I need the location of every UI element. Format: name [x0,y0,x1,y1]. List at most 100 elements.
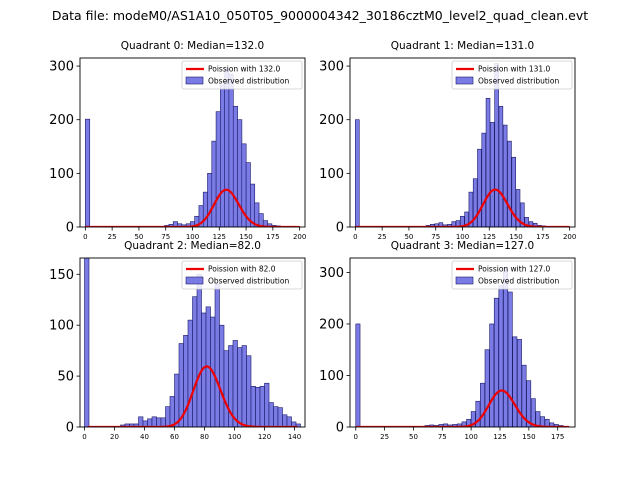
quadrant-2-xtick-label: 100 [228,433,241,441]
legend-bar-swatch [185,276,204,285]
quadrant-3-bar [498,285,504,427]
quadrant-3-bar [503,266,509,427]
quadrant-3-bar [489,323,495,427]
quadrant-2-bar [151,416,157,427]
legend-curve-label: Poission with 127.0 [478,265,551,274]
quadrant-1-xtick-label: 25 [378,233,387,241]
quadrant-1-bar [464,211,469,227]
quadrant-0-xtick-label: 50 [134,233,143,241]
quadrant-0-ytick-label: 0 [66,221,74,236]
quadrant-1-bars [355,63,546,227]
quadrant-2-xtick-label: 20 [110,433,119,441]
quadrant-3-xtick-label: 100 [464,433,477,441]
legend-box [451,60,573,90]
quadrant-3-xtick-label: 50 [409,433,418,441]
quadrant-2-bar [187,319,193,427]
quadrant-2-xtick-label: 120 [258,433,271,441]
quadrant-3-legend: Poission with 127.0 Observed distribution [451,260,573,290]
quadrant-3-bar [480,382,485,427]
quadrant-0-xtick-label: 150 [239,233,252,241]
quadrant-1-legend: Poission with 131.0 Observed distribution [451,60,573,90]
quadrant-2-ytick-label: 150 [49,268,74,283]
quadrant-1-bar [498,105,504,227]
quadrant-2-xtick-label: 0 [82,433,86,441]
quadrant-1-xtick-label: 175 [536,233,549,241]
quadrant-3-ytick-label: 0 [336,421,344,436]
quadrant-1-ytick-label: 300 [319,60,344,75]
quadrant-2-bar [196,273,202,427]
legend-box [181,260,303,290]
quadrant-0-xtick-label: 175 [266,233,279,241]
quadrant-3-ytick-label: 100 [319,369,344,384]
quadrant-2-title: Quadrant 2: Median=82.0 [124,240,261,252]
quadrant-2-bar [232,340,238,427]
quadrant-0-ytick-label: 300 [49,60,74,75]
quadrant-0-xtick-label: 125 [213,233,226,241]
quadrant-1-bar [515,189,521,227]
quadrant-1-bar [490,122,495,227]
quadrant-2-bar [169,396,175,427]
quadrant-1-bar [355,119,360,227]
quadrant-0-bar [215,111,221,227]
quadrant-0-bar [232,105,238,227]
quadrant-0-legend: Poission with 132.0 Observed distribution [181,60,303,90]
quadrant-3-bar [355,323,361,427]
quadrant-2-bar [160,417,166,427]
quadrant-1-bar [485,97,491,227]
quadrant-3-bar [507,291,513,427]
quadrant-2-bar [268,402,274,427]
quadrant-3-xtick-label: 0 [354,433,358,441]
quadrant-1-title: Quadrant 1: Median=131.0 [391,40,534,52]
legend-curve-label: Poission with 132.0 [208,65,281,74]
quadrant-3-bar [517,339,522,427]
quadrant-1-xtick-label: 50 [404,233,413,241]
quadrant-3-axes-frame [349,257,576,428]
quadrant-3-xtick-label: 175 [551,433,564,441]
quadrant-2-bars [84,258,301,427]
quadrant-1-bar [502,124,508,227]
quadrant-1-ytick-label: 200 [319,113,344,128]
figure-suptitle: Data file: modeM0/AS1A10_050T05_90000043… [52,8,588,23]
quadrant-2-xtick-label: 40 [140,433,149,441]
legend-curve-label: Poission with 131.0 [478,65,551,74]
quadrant-0-bar [228,73,234,227]
quadrant-1-panel: Quadrant 1: Median=131.0 0 25 50 75 100 125 150… [319,40,576,241]
quadrant-2-xtick-label: 140 [288,433,301,441]
quadrant-2-bar [286,416,292,427]
legend-box [181,60,303,90]
quadrant-1-xtick-label: 150 [509,233,522,241]
quadrant-3-bar [521,364,527,427]
quadrant-2-bar [174,373,180,427]
quadrant-2-bar [138,416,144,427]
quadrant-1-bar [481,132,486,227]
quadrant-2-bar [250,385,256,427]
quadrant-3-title: Quadrant 3: Median=127.0 [391,240,534,252]
quadrant-1-bar [511,156,516,227]
quadrant-2-xtick-label: 80 [200,433,209,441]
quadrant-3-bar [470,411,476,427]
legend-box [451,260,573,290]
legend-curve-label: Poission with 82.0 [208,265,276,274]
quadrant-1-xtick-label: 125 [483,233,496,241]
quadrant-0-xtick-label: 0 [83,233,87,241]
legend-bar-swatch [455,76,474,85]
legend-bar-label: Observed distribution [478,277,559,286]
quadrant-2-bar [214,284,220,427]
quadrant-0-bars [85,68,281,227]
quadrant-2-bar [273,406,279,427]
quadrant-2-xtick-label: 60 [170,433,179,441]
quadrant-1-xtick-label: 75 [431,233,440,241]
legend-bar-label: Observed distribution [478,77,559,86]
quadrant-1-ytick-label: 100 [319,167,344,182]
quadrant-2-bar [241,345,247,427]
quadrant-2-bar [219,324,225,427]
quadrant-1-xtick-label: 200 [563,233,576,241]
quadrant-3-bar [484,349,490,427]
quadrant-2-axes-frame [79,257,306,428]
quadrant-1-xtick-label: 100 [456,233,469,241]
quadrant-0-ytick-label: 200 [49,113,74,128]
quadrant-2-ytick-label: 50 [57,370,74,385]
quadrant-3-xtick-label: 150 [522,433,535,441]
quadrant-3-ytick-label: 200 [319,317,344,332]
